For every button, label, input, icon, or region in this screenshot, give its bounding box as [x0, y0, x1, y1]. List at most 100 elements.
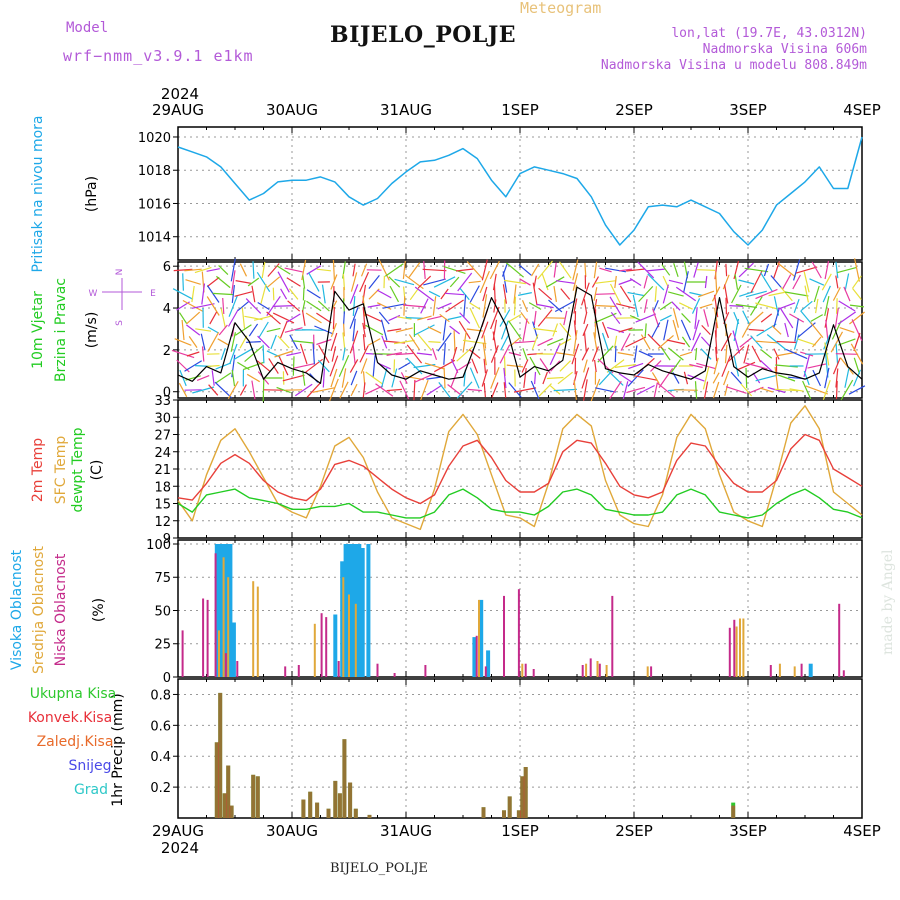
- wind-arrow: [670, 359, 681, 373]
- wind-arrow: [694, 307, 698, 329]
- wind-arrow: [453, 330, 456, 354]
- wind-arrow: [714, 330, 718, 354]
- cloud-bar: [181, 630, 184, 677]
- precip-bar: [326, 808, 331, 818]
- wind-arrow: [573, 330, 578, 354]
- wind-arrow: [668, 279, 684, 285]
- location-coordinates: lon,lat (19.7E, 43.0312N): [671, 26, 867, 41]
- wind-arrow: [330, 274, 338, 290]
- wind-arrow: [731, 284, 742, 304]
- wind-arrow: [414, 286, 435, 302]
- wind-arrow: [207, 332, 220, 352]
- wind-arrow: [748, 328, 764, 332]
- wind-arrow: [699, 303, 713, 309]
- wind-arrow: [823, 334, 831, 350]
- cloud-bar: [343, 544, 348, 677]
- cloud-bar: [376, 663, 379, 677]
- wind-arrow: [745, 290, 767, 298]
- wind-arrow: [805, 385, 829, 395]
- wind-arrow: [789, 313, 805, 323]
- precip-bar: [222, 793, 227, 818]
- wind-arrow: [206, 296, 220, 316]
- wind-arrow: [593, 287, 598, 301]
- wind-arrow: [572, 273, 579, 291]
- wind-arrow: [760, 349, 773, 359]
- cloud-bar: [838, 603, 841, 677]
- wind-arrow: [727, 346, 745, 362]
- y-tick-label: 0.6: [150, 719, 171, 734]
- wind-arrow: [702, 366, 710, 390]
- wind-arrow: [672, 319, 680, 341]
- wind-arrow: [784, 322, 789, 338]
- wind-arrow: [331, 346, 337, 362]
- cloud-bar: [739, 618, 741, 677]
- wind-arrow: [408, 334, 420, 350]
- wind-arrow: [462, 339, 487, 345]
- wind-arrow: [427, 315, 442, 321]
- wind-arrow: [206, 276, 220, 288]
- wind-arrow: [174, 338, 192, 346]
- wind-arrow: [804, 285, 809, 303]
- cloud-bar: [585, 663, 588, 677]
- chart-title: BIJELO_POLJE: [330, 22, 517, 48]
- wind-arrow: [644, 323, 647, 337]
- wind-arrow: [835, 261, 839, 279]
- wind-arrow: [406, 344, 423, 364]
- wind-arrow: [482, 294, 488, 318]
- wind-arrow: [583, 299, 588, 313]
- wind-arrow: [572, 259, 579, 281]
- wind-arrow: [830, 331, 844, 353]
- wind-arrow: [413, 379, 416, 401]
- wind-arrow: [503, 367, 507, 389]
- wind-arrow: [195, 328, 212, 332]
- cloud-bar: [222, 557, 225, 677]
- wind-arrow: [532, 282, 538, 306]
- wind-arrow: [192, 386, 215, 394]
- wind-arrow: [533, 327, 558, 333]
- wind-arrow: [654, 286, 657, 302]
- wind-arrow: [694, 347, 698, 361]
- wind-arrow: [455, 268, 474, 272]
- wind-arrow: [235, 280, 252, 284]
- wind-arrow: [403, 296, 406, 316]
- wind-arrow: [438, 382, 451, 398]
- wind-arrow: [350, 383, 358, 397]
- wind-arrow: [813, 285, 820, 303]
- cloud-bar: [348, 594, 350, 677]
- y-tick-label: 0.2: [150, 781, 171, 796]
- wind-arrow: [737, 361, 756, 371]
- wind-arrow: [703, 309, 709, 327]
- wind-arrow: [301, 259, 307, 281]
- wind-arrow: [668, 291, 684, 297]
- wind-arrow: [618, 278, 633, 286]
- wind-arrow: [803, 271, 810, 293]
- cloud-bar: [808, 663, 813, 677]
- cloud-unit-label: (%): [91, 598, 107, 622]
- wind-arrow: [724, 284, 729, 304]
- wind-arrow: [581, 282, 590, 306]
- wind-arrow: [492, 273, 497, 291]
- wind-arrow: [231, 270, 236, 294]
- wind-arrow: [445, 292, 465, 296]
- model-name: wrf−nmm_v3.9.1 e1km: [63, 47, 254, 65]
- cloud-bar: [646, 666, 649, 677]
- cloud-bar: [236, 661, 239, 677]
- wind-arrow: [625, 336, 647, 348]
- wind-arrow: [257, 301, 270, 311]
- wind-arrow: [760, 360, 773, 372]
- wind-arrow: [207, 326, 219, 334]
- cloud-bar: [769, 665, 772, 677]
- wind-arrow: [359, 271, 370, 293]
- y-tick-label: 75: [154, 571, 171, 586]
- wind-arrow: [832, 287, 841, 301]
- precip-bar: [520, 776, 525, 818]
- wind-arrow: [443, 343, 446, 365]
- wind-arrow: [849, 304, 864, 308]
- wind-arrow: [376, 289, 392, 299]
- wind-arrow: [293, 340, 315, 344]
- wind-arrow: [701, 324, 711, 336]
- wind-arrow: [559, 322, 572, 338]
- cloud-bar: [486, 650, 491, 677]
- wind-arrow: [789, 388, 804, 392]
- wind-arrow: [700, 336, 712, 348]
